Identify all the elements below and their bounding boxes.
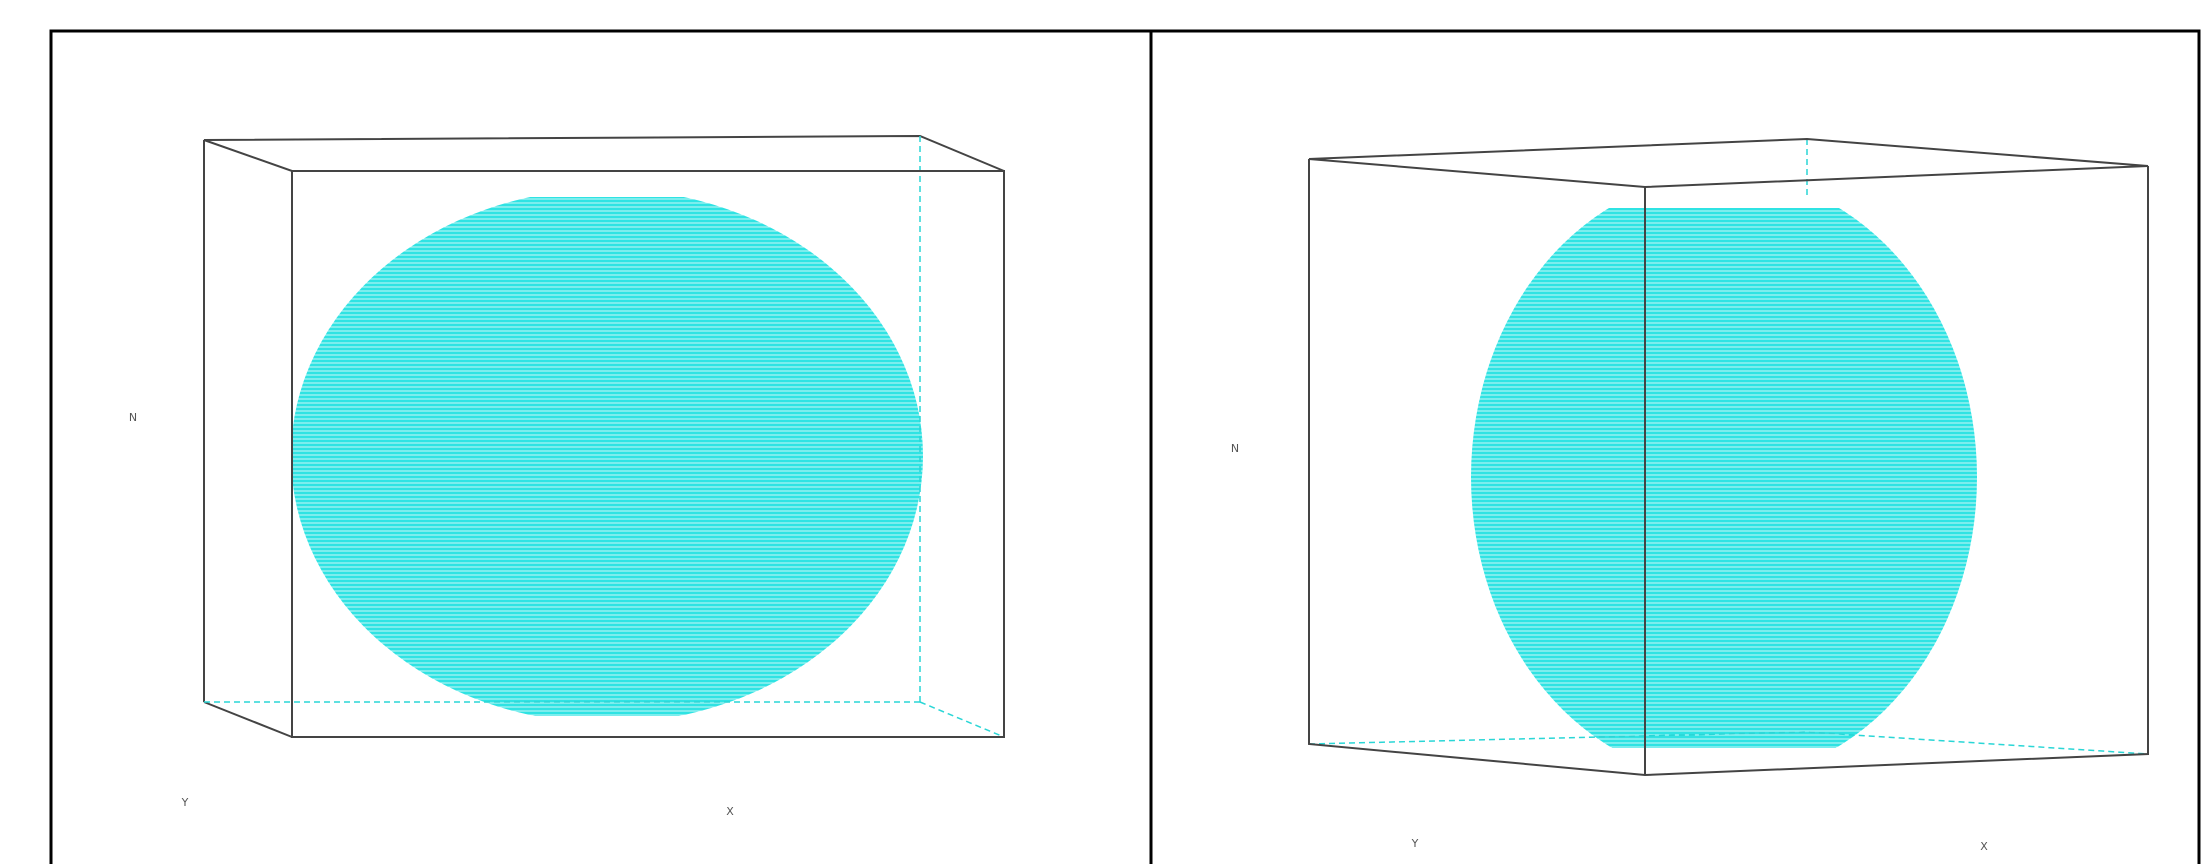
box-top [204, 136, 1004, 171]
left-panel: N Y X [129, 136, 1004, 818]
right-panel: N Y X [1231, 139, 2148, 853]
volume-render [291, 189, 923, 723]
hidden-edge [920, 702, 1004, 737]
viewer: N Y X N Y X [0, 0, 2201, 864]
axis-label-n: N [1231, 442, 1239, 455]
box-top [1309, 139, 2148, 187]
axis-label-n: N [129, 411, 137, 424]
box-edge [204, 702, 292, 737]
axis-label-x: X [1980, 840, 1988, 853]
axis-label-x: X [726, 805, 734, 818]
page: N Y X N Y X (() => { const data = JSON.p… [0, 0, 2201, 864]
axis-label-y: Y [1411, 837, 1419, 850]
axis-label-y: Y [181, 796, 189, 809]
volume-render [1471, 175, 1977, 779]
